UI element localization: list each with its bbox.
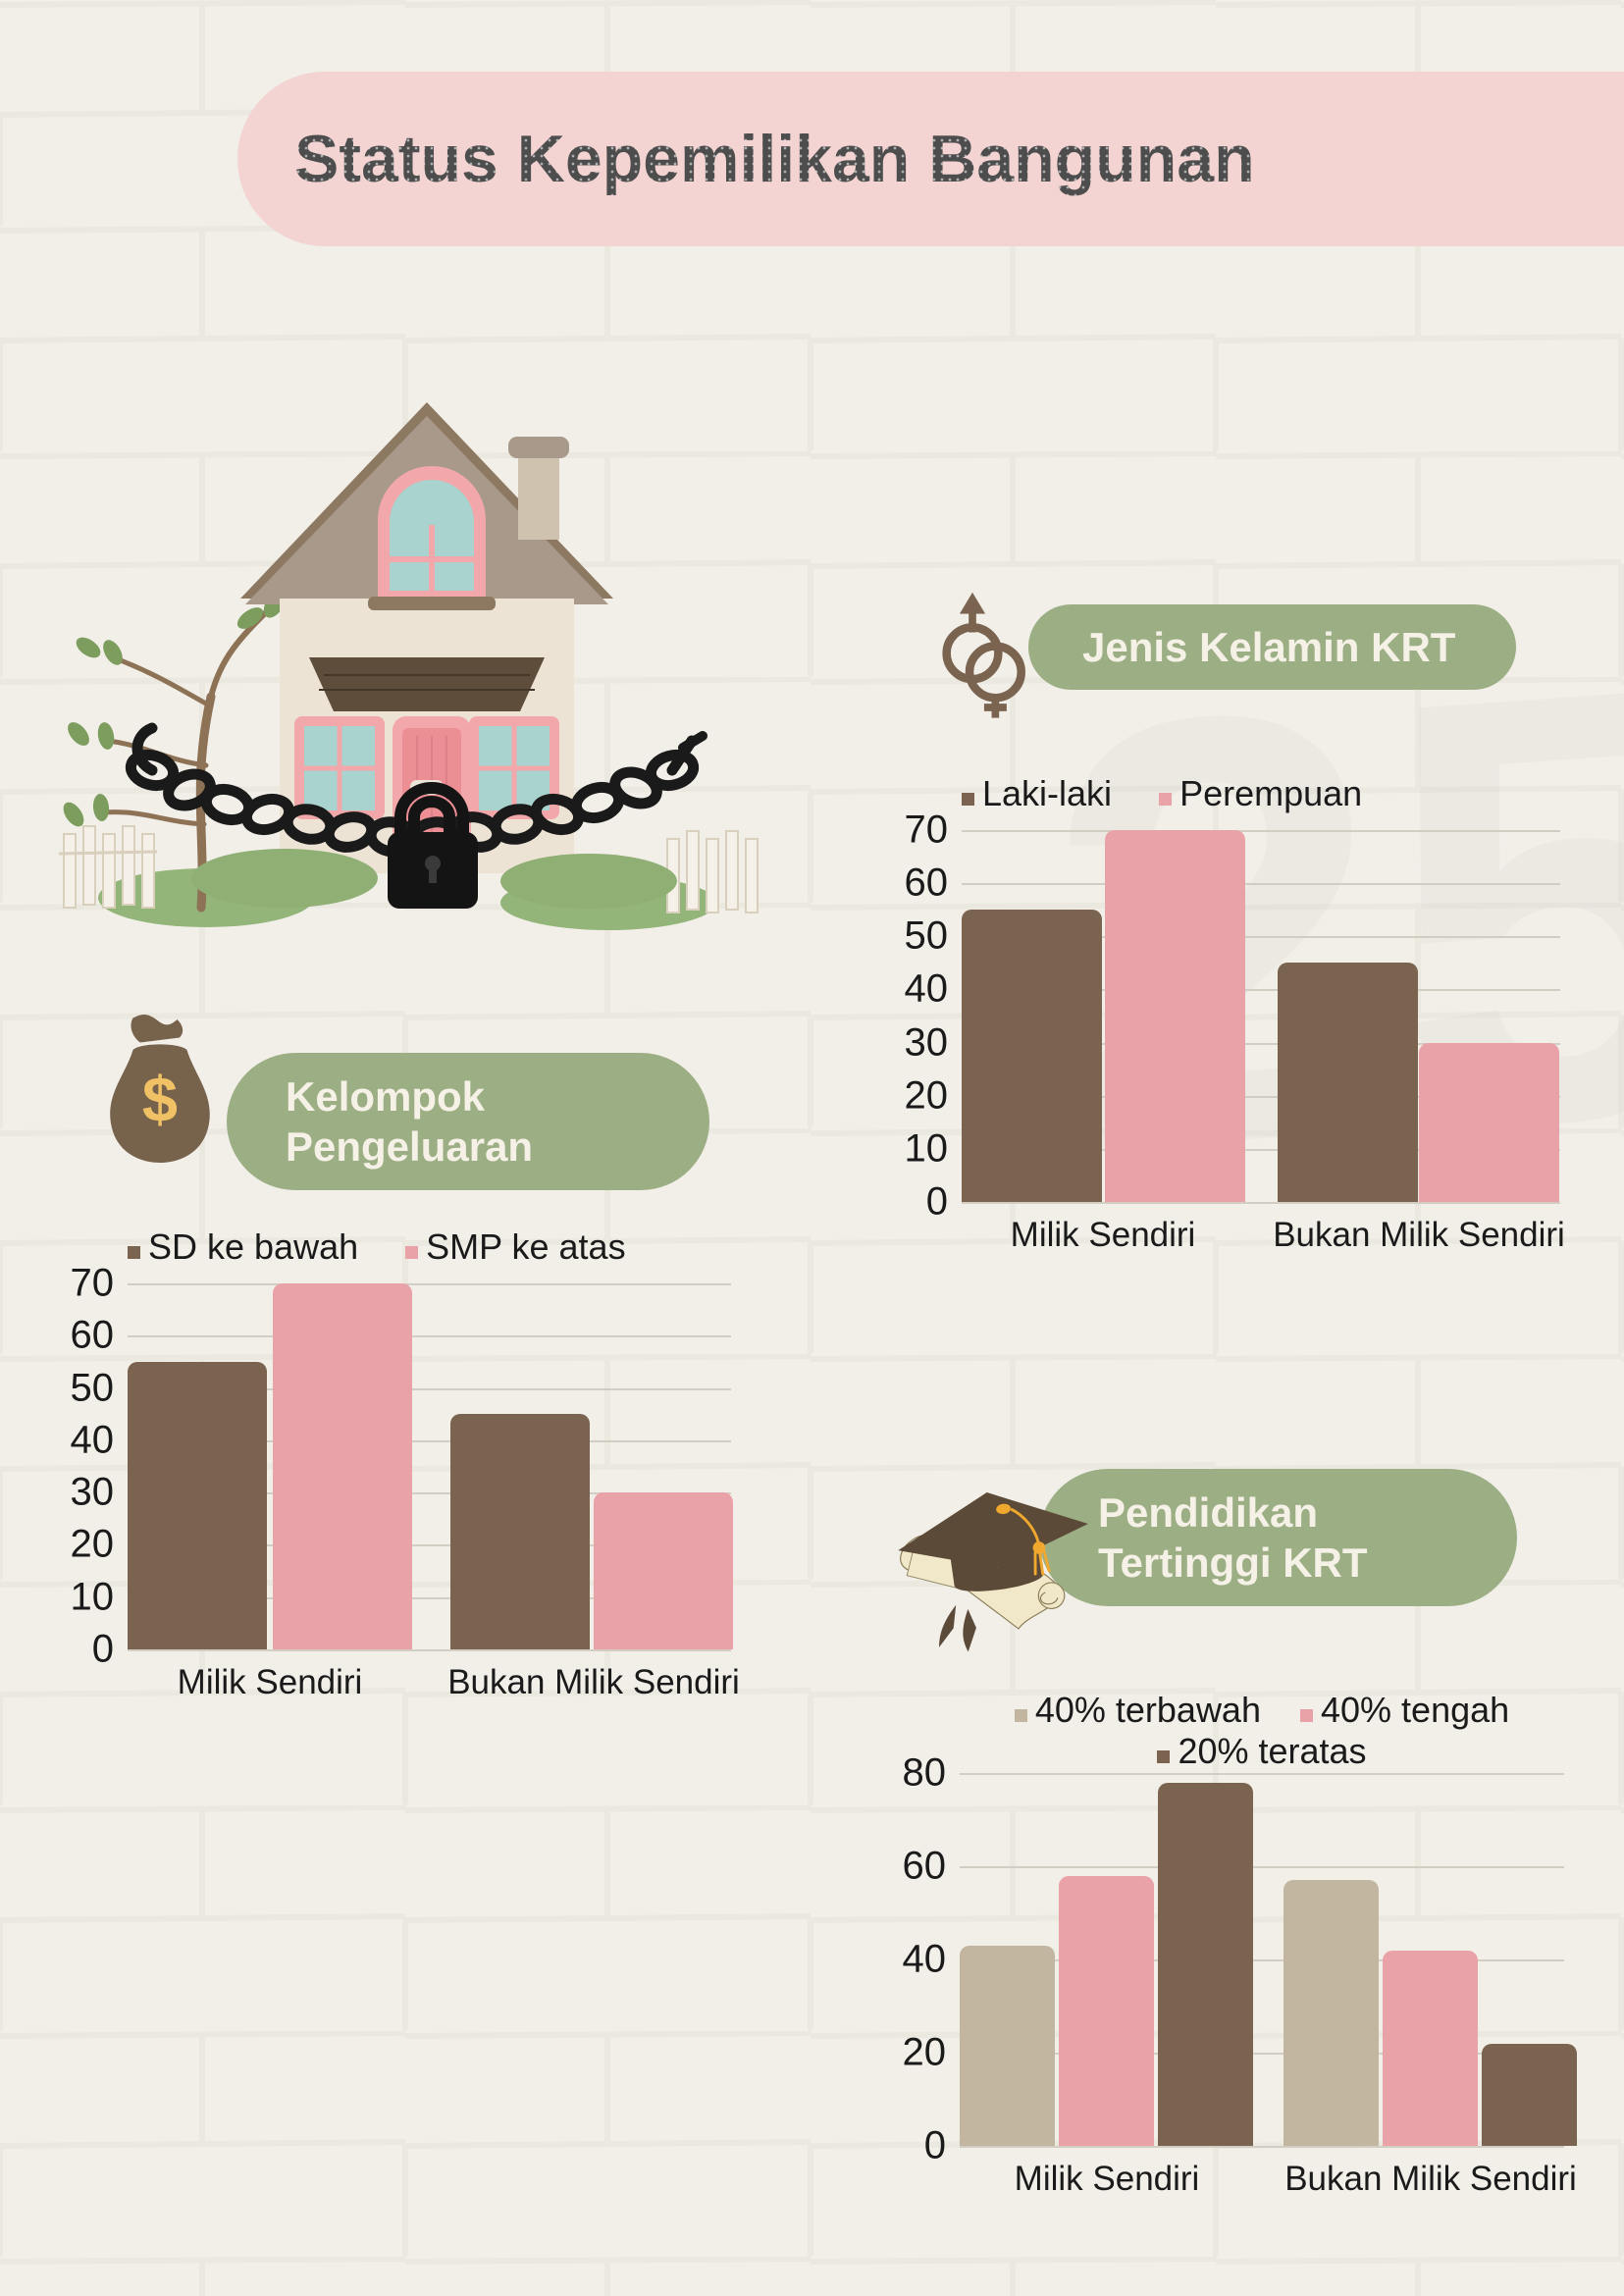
svg-text:$: $ xyxy=(142,1064,178,1135)
